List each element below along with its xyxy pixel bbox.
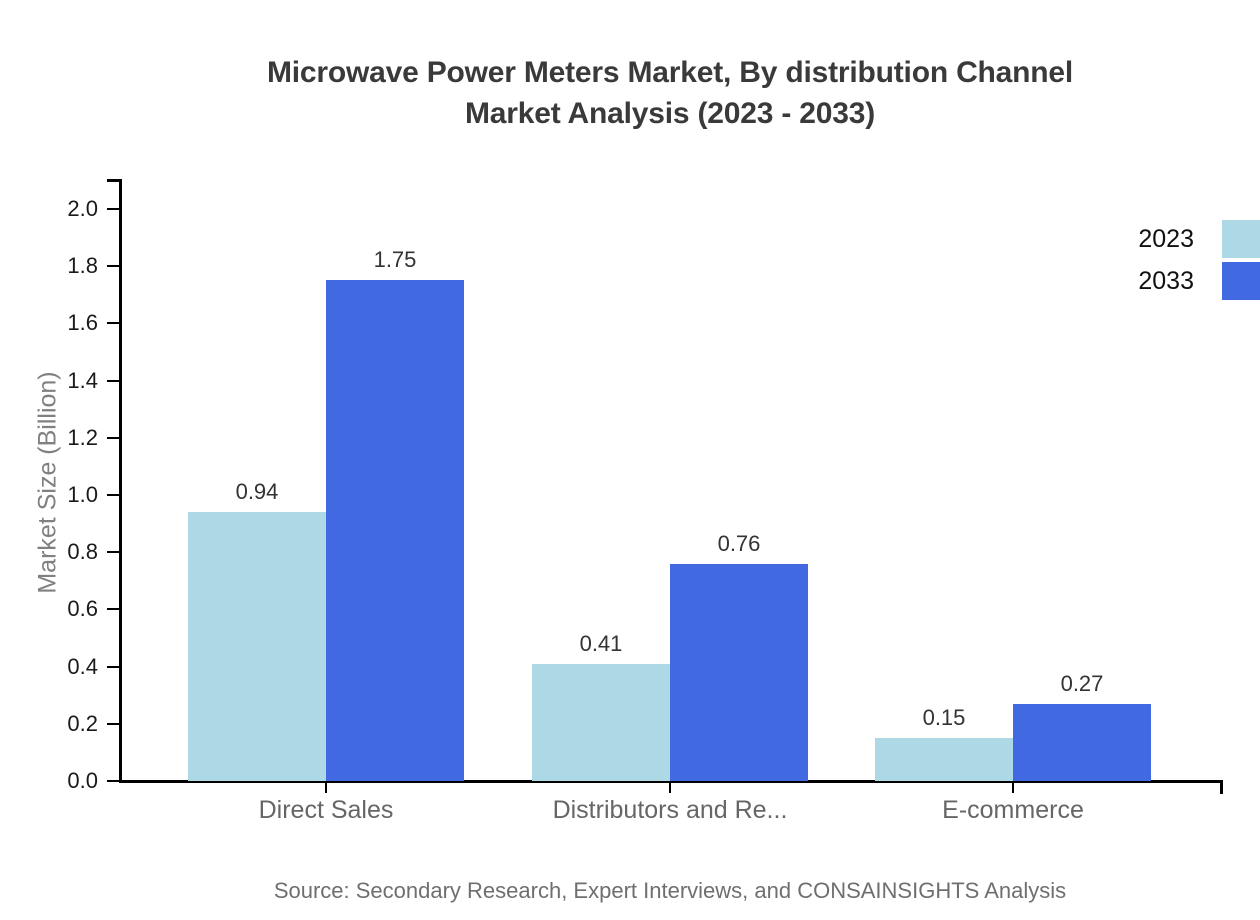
y-tick-mark — [107, 494, 119, 496]
x-axis-end-cap-tick — [1220, 782, 1223, 794]
y-tick-mark — [107, 437, 119, 439]
y-tick-label: 1.4 — [67, 368, 98, 393]
y-tick-mark — [107, 265, 119, 267]
legend-row-2023: 2023 — [1138, 220, 1260, 258]
x-tick-mark — [669, 782, 671, 793]
y-tick-label: 0.0 — [67, 768, 98, 793]
bar-value-label: 0.94 — [235, 479, 279, 504]
bar-value-label: 1.75 — [373, 247, 417, 272]
y-tick-mark — [107, 608, 119, 610]
y-tick-label: 0.2 — [67, 711, 98, 736]
y-tick-label: 0.8 — [67, 539, 98, 564]
y-tick-label: 1.6 — [67, 310, 98, 335]
legend-swatch-2023 — [1222, 220, 1260, 258]
x-category-label: E-commerce — [942, 796, 1084, 824]
x-axis-line — [119, 780, 1223, 783]
y-tick-mark — [107, 551, 119, 553]
bar-2033-1 — [670, 564, 808, 781]
bar-2023-0 — [188, 512, 326, 781]
bar-2033-2 — [1013, 704, 1151, 781]
y-tick-mark — [107, 666, 119, 668]
bar-value-label: 0.15 — [922, 705, 966, 730]
y-tick-label: 1.0 — [67, 482, 98, 507]
bar-value-label: 0.27 — [1060, 671, 1104, 696]
legend-label-2023: 2023 — [1138, 225, 1194, 253]
legend: 2023 2033 — [1138, 220, 1260, 304]
y-tick-mark — [107, 723, 119, 725]
chart-title: Microwave Power Meters Market, By distri… — [80, 52, 1260, 134]
bar-2033-0 — [326, 280, 464, 781]
legend-row-2033: 2033 — [1138, 262, 1260, 300]
y-tick-label: 1.8 — [67, 253, 98, 278]
x-category-label: Distributors and Re... — [552, 796, 788, 824]
bar-2023-2 — [875, 738, 1013, 781]
bar-2023-1 — [532, 664, 670, 781]
chart-title-line2: Market Analysis (2023 - 2033) — [465, 97, 875, 130]
x-category-label: Direct Sales — [258, 796, 394, 824]
source-note: Source: Secondary Research, Expert Inter… — [273, 878, 1067, 903]
legend-label-2033: 2033 — [1138, 267, 1194, 295]
x-tick-mark — [1012, 782, 1014, 793]
y-tick-label: 0.4 — [67, 654, 98, 679]
y-axis-end-cap-tick — [107, 179, 119, 182]
y-axis-line — [119, 179, 122, 783]
bar-value-label: 0.41 — [579, 631, 623, 656]
chart-title-line1: Microwave Power Meters Market, By distri… — [266, 56, 1074, 89]
y-tick-mark — [107, 780, 119, 782]
legend-swatch-2033 — [1222, 262, 1260, 300]
x-tick-mark — [325, 782, 327, 793]
y-tick-label: 2.0 — [67, 196, 98, 221]
y-tick-mark — [107, 208, 119, 210]
y-tick-mark — [107, 322, 119, 324]
y-tick-label: 0.6 — [67, 596, 98, 621]
bar-value-label: 0.76 — [717, 531, 761, 556]
y-tick-label: 1.2 — [67, 425, 98, 450]
y-tick-mark — [107, 380, 119, 382]
